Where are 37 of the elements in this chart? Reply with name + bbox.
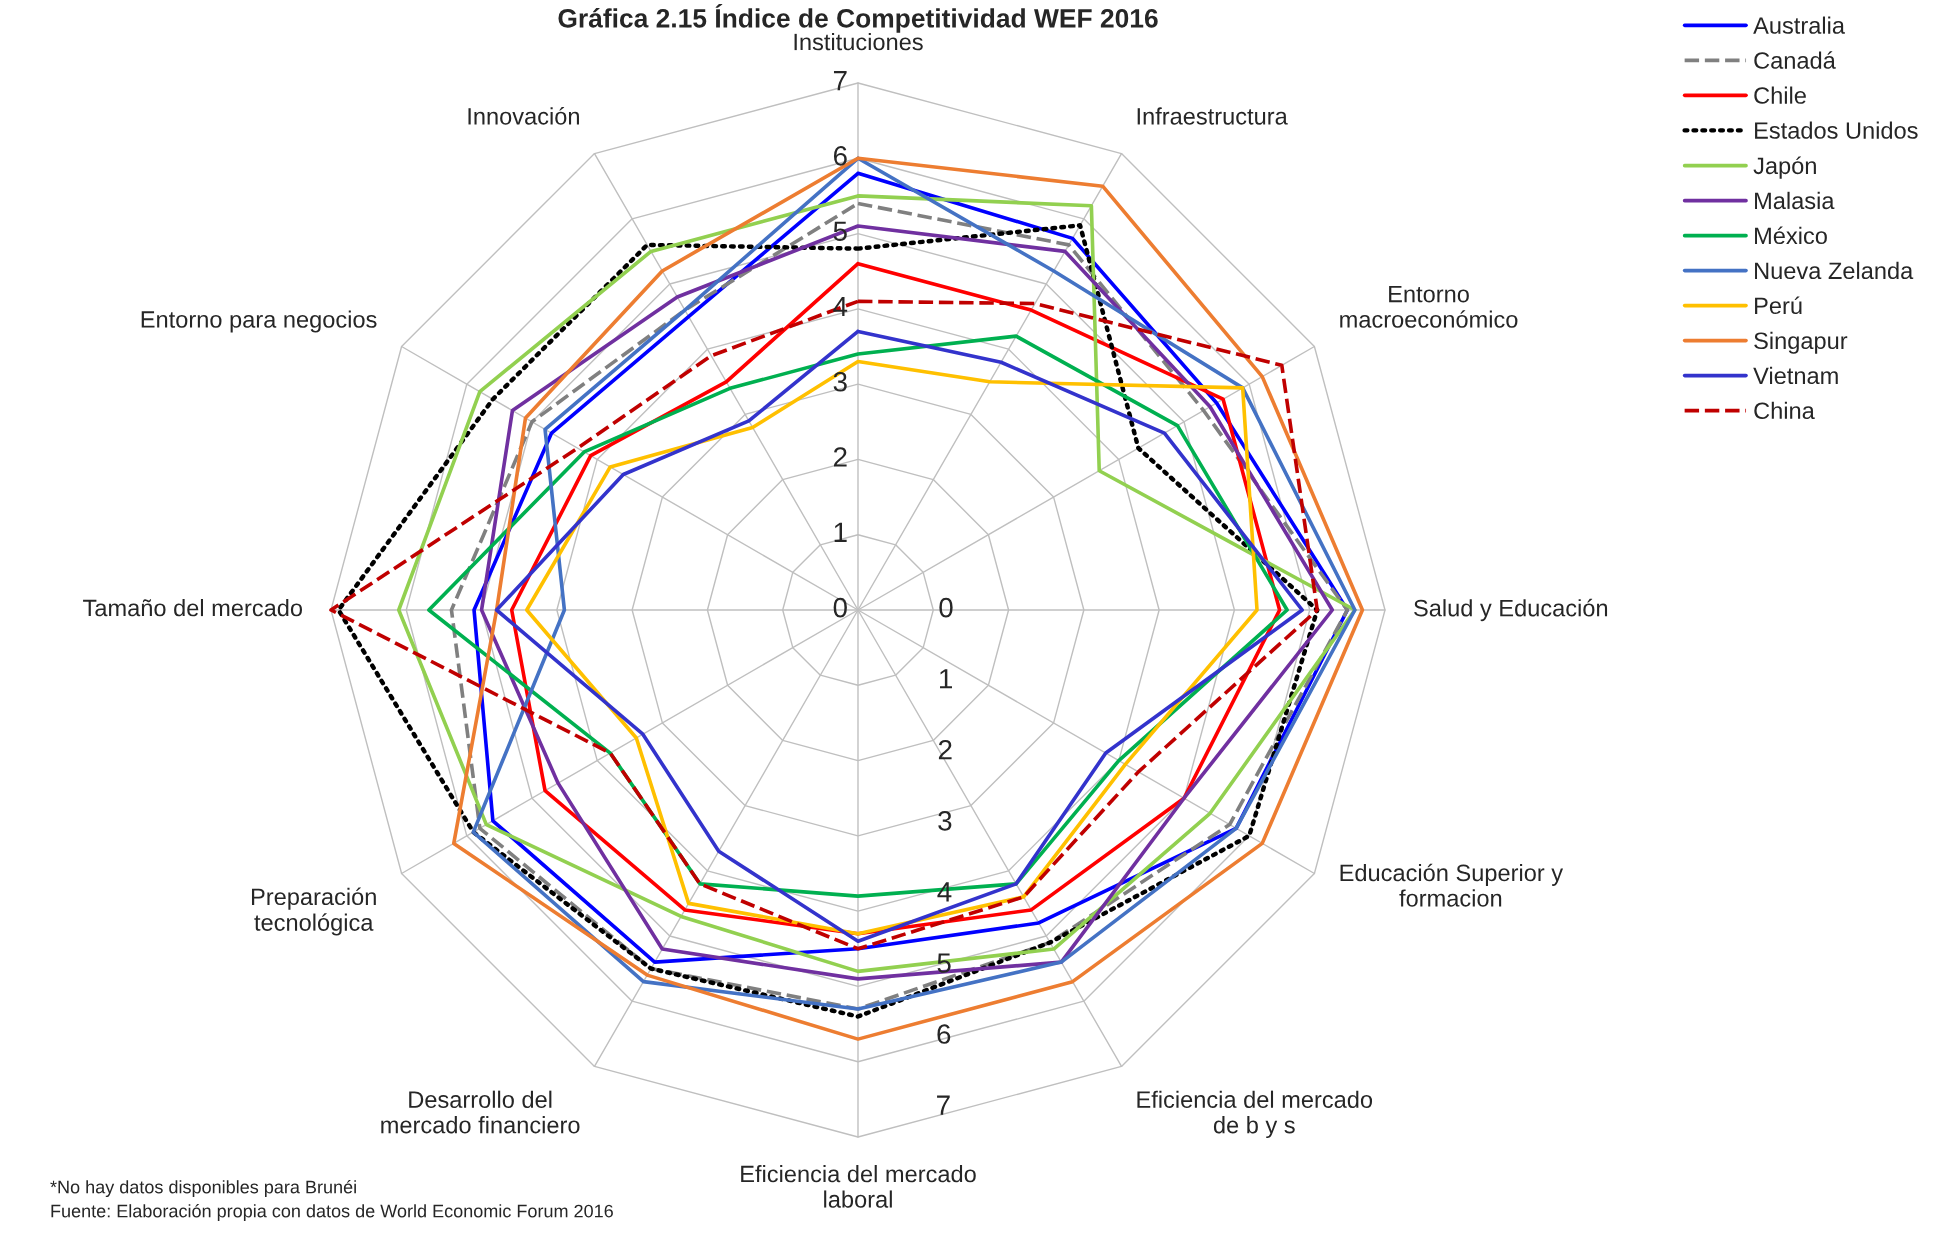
text: 0 bbox=[939, 597, 953, 618]
spoke-label: Educación Superior y formacion bbox=[1340, 863, 1564, 907]
text: 2 bbox=[938, 739, 952, 760]
spoke-label: Infraestructura bbox=[1137, 107, 1288, 125]
y-tick-label: 2 bbox=[833, 447, 847, 467]
legend-label: China bbox=[1754, 401, 1815, 420]
spoke-label: Entorno para negocios bbox=[141, 310, 377, 333]
legend-label: Perú bbox=[1755, 296, 1802, 315]
legend-label: México bbox=[1755, 226, 1827, 245]
spoke-label: Salud y Educación bbox=[1414, 598, 1608, 622]
spoke-label: Instituciones bbox=[794, 32, 923, 51]
legend-label: Japón bbox=[1753, 156, 1816, 179]
text: 6 bbox=[937, 1024, 951, 1044]
y-tick-label: 0 bbox=[833, 597, 847, 618]
text: 1 bbox=[940, 669, 952, 689]
y-tick-label: 6 bbox=[833, 146, 847, 166]
legend-label: Malasia bbox=[1755, 191, 1835, 210]
legend-label: Vietnam bbox=[1753, 366, 1838, 385]
y-tick-label: 7 bbox=[833, 71, 847, 91]
spoke-label: Preparación tecnológica bbox=[251, 887, 376, 936]
legend-label: Nueva Zelanda bbox=[1755, 261, 1914, 280]
chart-title: Gráfica 2.15 Índice de Competitividad WEF 2016 bbox=[558, 4, 1158, 33]
y-tick-label: 1 bbox=[834, 522, 847, 542]
source-note: Fuente: Elaboración propia con datos de World Economic Forum 2016 bbox=[51, 1203, 613, 1221]
spoke-label: Entorno macroeconómico bbox=[1340, 285, 1518, 328]
legend-label: Canadá bbox=[1754, 51, 1836, 69]
spoke-label: Innovación bbox=[468, 107, 579, 125]
legend-label: Chile bbox=[1754, 86, 1806, 104]
text: *No hay datos disponibles para Brunéi bbox=[50, 1179, 356, 1197]
spoke-label: Tamaño del mercado bbox=[83, 598, 303, 617]
spoke-label: Desarrollo del mercado financiero bbox=[381, 1090, 580, 1134]
legend-label: Australia bbox=[1753, 16, 1845, 34]
spoke-label: Eficiencia del mercado laboral bbox=[741, 1165, 976, 1208]
legend-label: Estados Unidos bbox=[1755, 121, 1918, 139]
legend-label: Singapur bbox=[1754, 331, 1848, 354]
text: 7 bbox=[937, 1095, 950, 1115]
spoke-label: Eficiencia del mercado de b y s bbox=[1137, 1090, 1373, 1139]
